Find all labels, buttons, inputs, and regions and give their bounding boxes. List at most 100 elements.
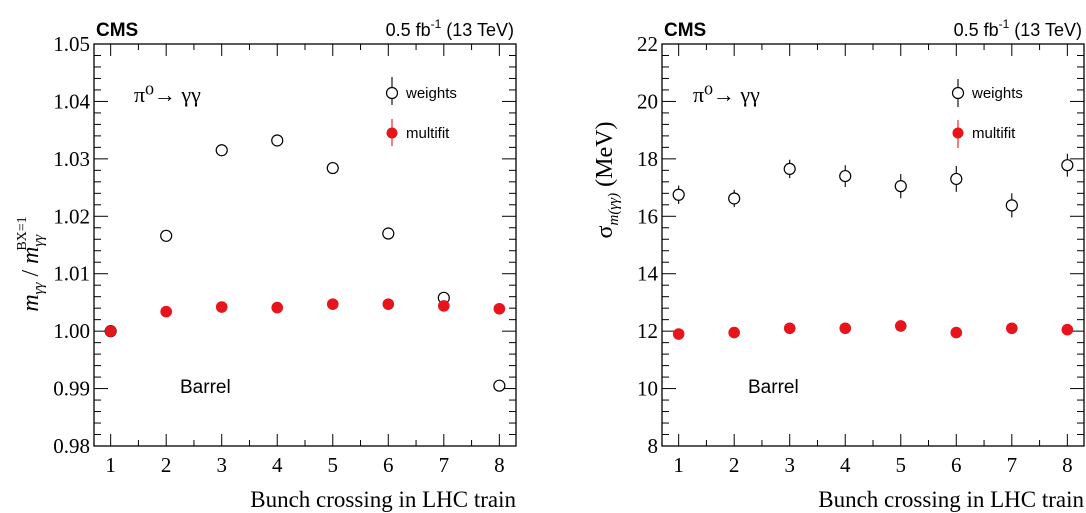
x-tick-label: 1 <box>673 453 684 477</box>
y-axis-label: σm(γγ) (MeV) <box>592 122 622 239</box>
data-point-weights <box>672 185 685 204</box>
legend: weights multifit <box>951 79 1023 148</box>
data-point-multifit <box>271 301 284 314</box>
x-tick-label: 6 <box>951 453 962 477</box>
marker-open-circle <box>1005 199 1018 212</box>
data-point-weights <box>271 134 284 147</box>
legend-item-multifit: multifit <box>952 120 1016 148</box>
data-point-multifit <box>382 298 395 310</box>
y-tick-label: 1.00 <box>53 319 90 343</box>
data-point-multifit <box>1061 323 1074 336</box>
x-tick-label: 5 <box>328 453 339 477</box>
marker-filled-circle <box>783 322 796 335</box>
svg-text:σm(γγ) (MeV): σm(γγ) (MeV) <box>592 122 622 239</box>
y-tick-label: 10 <box>637 377 658 401</box>
x-tick-label: 7 <box>1007 453 1018 477</box>
marker-open-circle <box>728 192 741 205</box>
data-point-multifit <box>493 302 506 315</box>
x-axis-label: Bunch crossing in LHC train <box>250 487 516 512</box>
y-tick-label: 0.99 <box>53 377 90 401</box>
x-tick-label: 3 <box>784 453 795 477</box>
legend-item-weights: weights <box>951 79 1023 107</box>
marker-filled-circle <box>438 300 450 312</box>
data-point-weights <box>326 161 339 175</box>
data-point-weights <box>1061 153 1074 177</box>
marker-open-circle <box>382 227 395 240</box>
data-point-weights <box>493 379 506 392</box>
marker-open-circle <box>160 229 173 242</box>
marker-filled-circle <box>894 320 907 332</box>
data-point-multifit <box>326 298 339 310</box>
x-tick-label: 4 <box>840 453 851 477</box>
data-point-multifit <box>783 322 796 335</box>
x-tick-label: 1 <box>105 453 116 477</box>
y-tick-label: 1.01 <box>53 262 90 286</box>
x-tick-label: 7 <box>439 453 450 477</box>
y-tick-label: 12 <box>637 319 658 343</box>
y-tick-label: 1.05 <box>53 32 90 56</box>
cms-label: CMS <box>96 20 138 41</box>
data-point-multifit <box>672 328 685 340</box>
marker-open-circle <box>493 379 506 392</box>
marker-filled-circle <box>672 328 685 340</box>
data-point-weights <box>728 189 741 208</box>
y-tick-label: 14 <box>637 262 659 286</box>
marker-open-circle <box>271 134 284 147</box>
marker-open-circle <box>326 161 339 175</box>
y-tick-label: 1.02 <box>53 204 90 228</box>
marker-filled-circle <box>104 325 117 337</box>
y-tick-label: 0.98 <box>53 434 90 458</box>
marker-filled-circle <box>1006 322 1018 335</box>
marker-open-circle <box>672 188 685 201</box>
y-tick-label: 20 <box>637 89 658 113</box>
svg-text:weights: weights <box>971 85 1023 102</box>
x-tick-label: 8 <box>494 453 505 477</box>
data-point-multifit <box>104 325 117 337</box>
marker-open-circle <box>783 162 796 176</box>
y-tick-label: 1.04 <box>53 89 90 113</box>
process-label: π⁰→ γγ <box>134 82 201 107</box>
process-label: π⁰→ γγ <box>693 82 760 107</box>
x-axis-label: Bunch crossing in LHC train <box>818 487 1084 512</box>
x-tick-label: 4 <box>272 453 283 477</box>
panel-mass-resolution: CMS 0.5 fb-1 (13 TeV) π⁰→ γγ Barrel Bunc… <box>592 17 1085 512</box>
y-tick-label: 1.03 <box>53 147 90 171</box>
region-label: Barrel <box>180 377 231 398</box>
data-point-weights <box>382 227 395 240</box>
marker-filled-circle <box>326 298 339 310</box>
x-tick-label: 6 <box>383 453 394 477</box>
marker-filled-circle <box>950 326 963 339</box>
legend-item-weights: weights <box>385 77 457 105</box>
marker-filled-circle <box>382 298 395 310</box>
data-point-weights <box>1005 193 1018 218</box>
data-point-weights <box>783 159 796 179</box>
x-tick-label: 8 <box>1062 453 1073 477</box>
svg-text:multifit: multifit <box>972 125 1016 142</box>
marker-open-circle <box>950 172 963 186</box>
y-tick-label: 16 <box>637 204 658 228</box>
data-point-weights <box>894 174 907 199</box>
y-tick-label: 22 <box>637 32 658 56</box>
y-axis-label: mγγ / mγγBX=1 <box>15 216 47 311</box>
data-point-multifit <box>728 326 740 339</box>
marker-filled-circle <box>493 302 506 315</box>
marker-open-circle <box>839 169 852 183</box>
x-tick-label: 2 <box>729 453 740 477</box>
svg-text:multifit: multifit <box>406 125 450 142</box>
marker-filled-circle <box>839 322 852 335</box>
svg-text:mγγ / mγγBX=1: mγγ / mγγBX=1 <box>15 216 47 311</box>
data-point-weights <box>160 229 173 242</box>
data-point-multifit <box>215 301 228 313</box>
marker-open-circle <box>215 144 228 157</box>
svg-text:weights: weights <box>405 85 457 102</box>
marker-filled-circle <box>728 326 740 339</box>
marker-filled-circle <box>1061 323 1074 336</box>
panel-mass-ratio: CMS 0.5 fb-1 (13 TeV) π⁰→ γγ Barrel Bunc… <box>15 17 517 512</box>
region-label: Barrel <box>748 377 799 398</box>
legend: weights multifit <box>385 77 457 146</box>
y-tick-label: 8 <box>648 434 659 458</box>
data-point-multifit <box>950 326 963 339</box>
data-point-multifit <box>438 300 450 312</box>
lumi-label: 0.5 fb-1 (13 TeV) <box>954 17 1082 40</box>
